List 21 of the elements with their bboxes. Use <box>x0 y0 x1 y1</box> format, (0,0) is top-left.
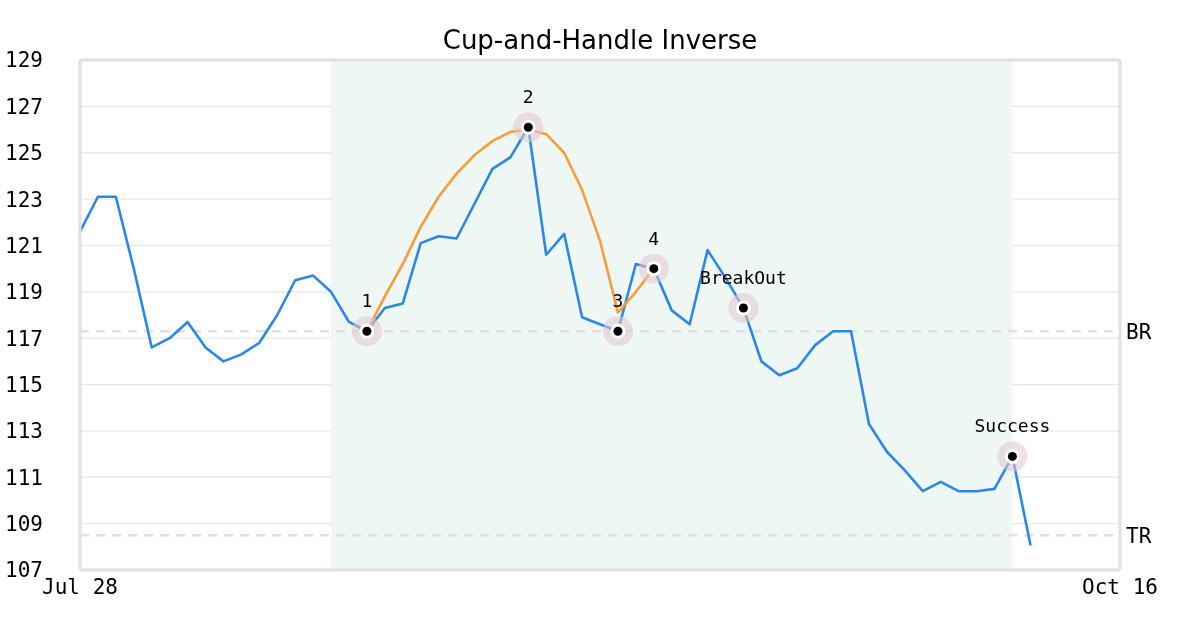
y-tick-label: 123 <box>5 187 43 212</box>
ref-line-label: TR <box>1126 523 1152 548</box>
series-label: 4 <box>648 227 660 249</box>
y-tick-label: 127 <box>5 94 43 119</box>
chart-title: Cup-and-Handle Inverse <box>442 25 758 55</box>
y-tick-label: 117 <box>5 326 43 351</box>
y-tick-label: 125 <box>5 141 43 166</box>
series-label: Success <box>974 415 1051 437</box>
y-tick-label: 129 <box>5 48 43 73</box>
y-tick-label: 121 <box>5 233 43 258</box>
x-tick-label: Jul 28 <box>42 574 118 599</box>
y-tick-label: 111 <box>5 465 43 490</box>
y-tick-label: 109 <box>5 512 43 537</box>
ref-line-label: BR <box>1126 319 1152 344</box>
y-tick-label: 119 <box>5 280 43 305</box>
x-tick-label: Oct 16 <box>1082 574 1158 599</box>
y-tick-label: 107 <box>5 558 43 583</box>
series-label: 2 <box>522 86 534 108</box>
y-tick-label: 115 <box>5 373 43 397</box>
y-tick-label: 113 <box>5 419 43 444</box>
series-label: 1 <box>361 290 373 312</box>
